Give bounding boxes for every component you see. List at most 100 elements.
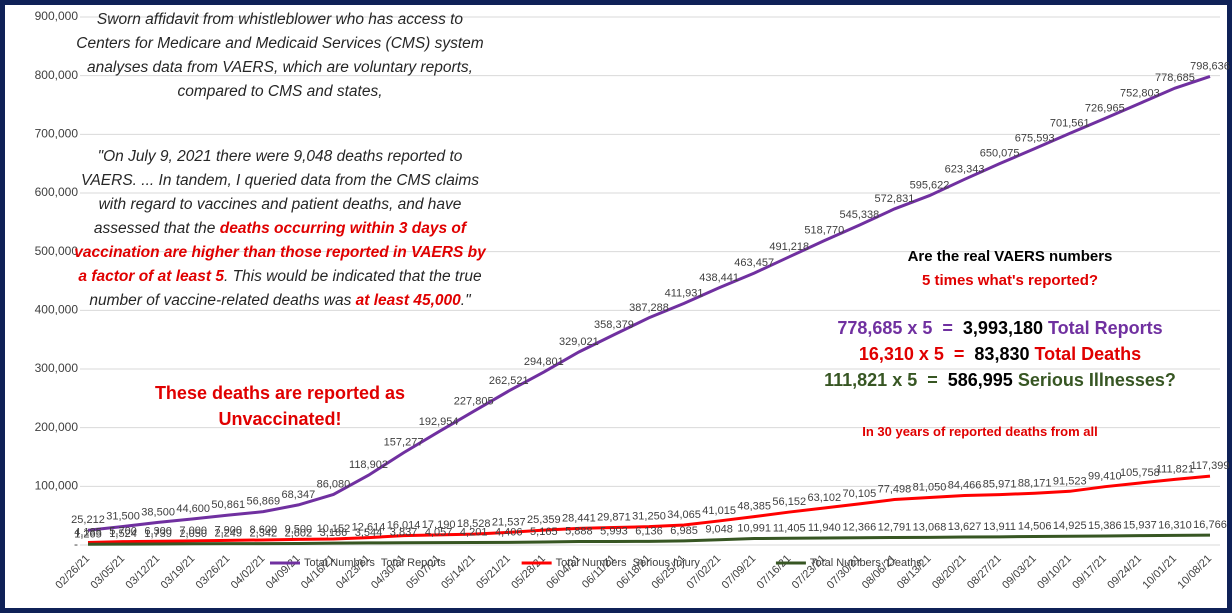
quote-emphasis: deaths occurring within 3 days of vaccin… [74, 220, 486, 285]
eq-part: 3,993,180 [962, 318, 1043, 338]
data-label: 12,791 [878, 521, 912, 533]
data-label: 329,021 [559, 336, 599, 348]
data-label: 70,105 [843, 488, 877, 500]
data-label: 9,500 [285, 523, 313, 535]
data-label: 13,068 [913, 521, 947, 533]
note: In 30 years of reported deaths from all [862, 424, 1098, 439]
data-label: 726,965 [1085, 103, 1125, 115]
data-label: 77,498 [878, 484, 912, 496]
x-tick-label: 02/26/21 [53, 553, 92, 592]
data-label: 4,201 [460, 527, 488, 539]
question: Are the real VAERS numbers 5 times what's… [820, 245, 1200, 293]
data-label: 38,500 [141, 506, 175, 518]
data-label: 491,218 [769, 241, 809, 253]
data-label: 262,521 [489, 375, 529, 387]
quote-text: ." [460, 292, 471, 309]
reports-line: 778,685 x 5 = 3,993,180 Total Reports [720, 318, 1232, 339]
x-tick-label: 03/05/21 [88, 553, 127, 592]
data-label: 29,871 [597, 511, 631, 523]
series-line [87, 75, 1211, 532]
data-label: 16,310 [1158, 519, 1192, 531]
data-label: 6,985 [670, 525, 698, 537]
x-tick-label: 04/02/21 [229, 553, 268, 592]
data-label: 17,190 [422, 519, 456, 531]
data-label: 14,506 [1018, 520, 1052, 532]
data-label: 18,528 [457, 518, 491, 530]
y-tick-label: 600,000 [35, 185, 79, 199]
data-label: 16,014 [387, 520, 421, 532]
data-label: 675,593 [1015, 133, 1055, 145]
data-label: 105,758 [1120, 467, 1160, 479]
eq-part: 16,310 x 5 = [858, 344, 975, 364]
data-label: 5,700 [109, 526, 137, 538]
data-label: 3,837 [390, 527, 418, 539]
x-tick-label: 09/24/21 [1105, 553, 1144, 592]
data-label: 91,523 [1053, 475, 1087, 487]
x-tick-label: 09/10/21 [1035, 553, 1074, 592]
x-tick-label: 07/16/21 [755, 553, 794, 592]
data-label: 3,186 [320, 527, 348, 539]
data-label: 13,627 [948, 521, 982, 533]
affidavit-intro: Sworn affidavit from whistleblower who h… [76, 11, 484, 100]
deaths-line: 16,310 x 5 = 83,830 Total Deaths [720, 344, 1232, 365]
y-tick-label: 200,000 [35, 420, 79, 434]
data-label: 7,900 [214, 524, 242, 536]
legend-label: Total Numbers Deaths [810, 557, 922, 569]
data-label: 4,185 [74, 527, 102, 539]
data-label: 21,537 [492, 516, 526, 528]
data-label: 25,212 [71, 514, 105, 526]
data-label: 6,300 [144, 525, 172, 537]
unvaccinated-note: These deaths are reported as Unvaccinate… [154, 383, 406, 429]
data-label: 11,405 [773, 522, 806, 534]
data-label: 2,602 [285, 527, 313, 539]
data-label: 518,770 [804, 225, 844, 237]
y-tick-label: 800,000 [35, 68, 79, 82]
question-line: 5 times what's reported? [921, 272, 1099, 289]
data-label: 12,614 [352, 522, 386, 534]
data-label: 438,441 [699, 272, 739, 284]
data-label: 25,359 [527, 514, 561, 526]
data-label: 88,171 [1018, 477, 1052, 489]
frame [5, 5, 1227, 608]
eq-part: Total Reports [1043, 318, 1163, 338]
data-label: 2,342 [250, 528, 278, 540]
data-label: 6,136 [635, 525, 663, 537]
data-label: 9,048 [705, 524, 733, 536]
data-label: 192,954 [419, 416, 459, 428]
x-tick-label: 09/17/21 [1070, 553, 1109, 592]
data-label: 117,399 [1191, 460, 1230, 472]
data-label: 34,065 [667, 509, 701, 521]
eq-part: 111,821 x 5 = [824, 370, 948, 390]
quote-emphasis: at least 45,000 [355, 292, 461, 309]
data-label: 41,015 [702, 505, 736, 517]
data-label: 15,937 [1123, 520, 1157, 532]
data-label: 10,152 [317, 523, 351, 535]
x-tick-label: 05/28/21 [509, 553, 548, 592]
eq-part: 83,830 [974, 344, 1030, 364]
question-line: Are the real VAERS numbers [907, 248, 1113, 265]
y-tick-label: - [74, 537, 78, 551]
illness-line: 111,821 x 5 = 586,995 Serious Illnesses? [720, 370, 1232, 391]
data-label: 358,379 [594, 319, 634, 331]
data-label: 294,801 [524, 356, 564, 368]
data-label: 227,805 [454, 395, 494, 407]
data-label: 99,410 [1088, 471, 1122, 483]
data-label: 572,831 [875, 193, 915, 205]
data-label: 5,888 [565, 526, 593, 538]
data-label: 595,622 [910, 180, 950, 192]
data-label: 28,441 [562, 512, 596, 524]
x-tick-label: 10/01/21 [1140, 553, 1179, 592]
data-label: 63,102 [807, 492, 841, 504]
data-label: 11,940 [808, 522, 841, 534]
x-tick-label: 03/26/21 [194, 553, 233, 592]
y-tick-label: 100,000 [35, 479, 79, 493]
data-label: 85,971 [983, 479, 1017, 491]
x-tick-label: 03/12/21 [124, 553, 163, 592]
data-label: 2,249 [214, 528, 242, 540]
x-tick-label: 04/09/21 [264, 553, 303, 592]
y-tick-label: 900,000 [35, 9, 79, 23]
y-tick-label: 400,000 [35, 303, 79, 317]
data-label: 5,165 [530, 526, 558, 538]
